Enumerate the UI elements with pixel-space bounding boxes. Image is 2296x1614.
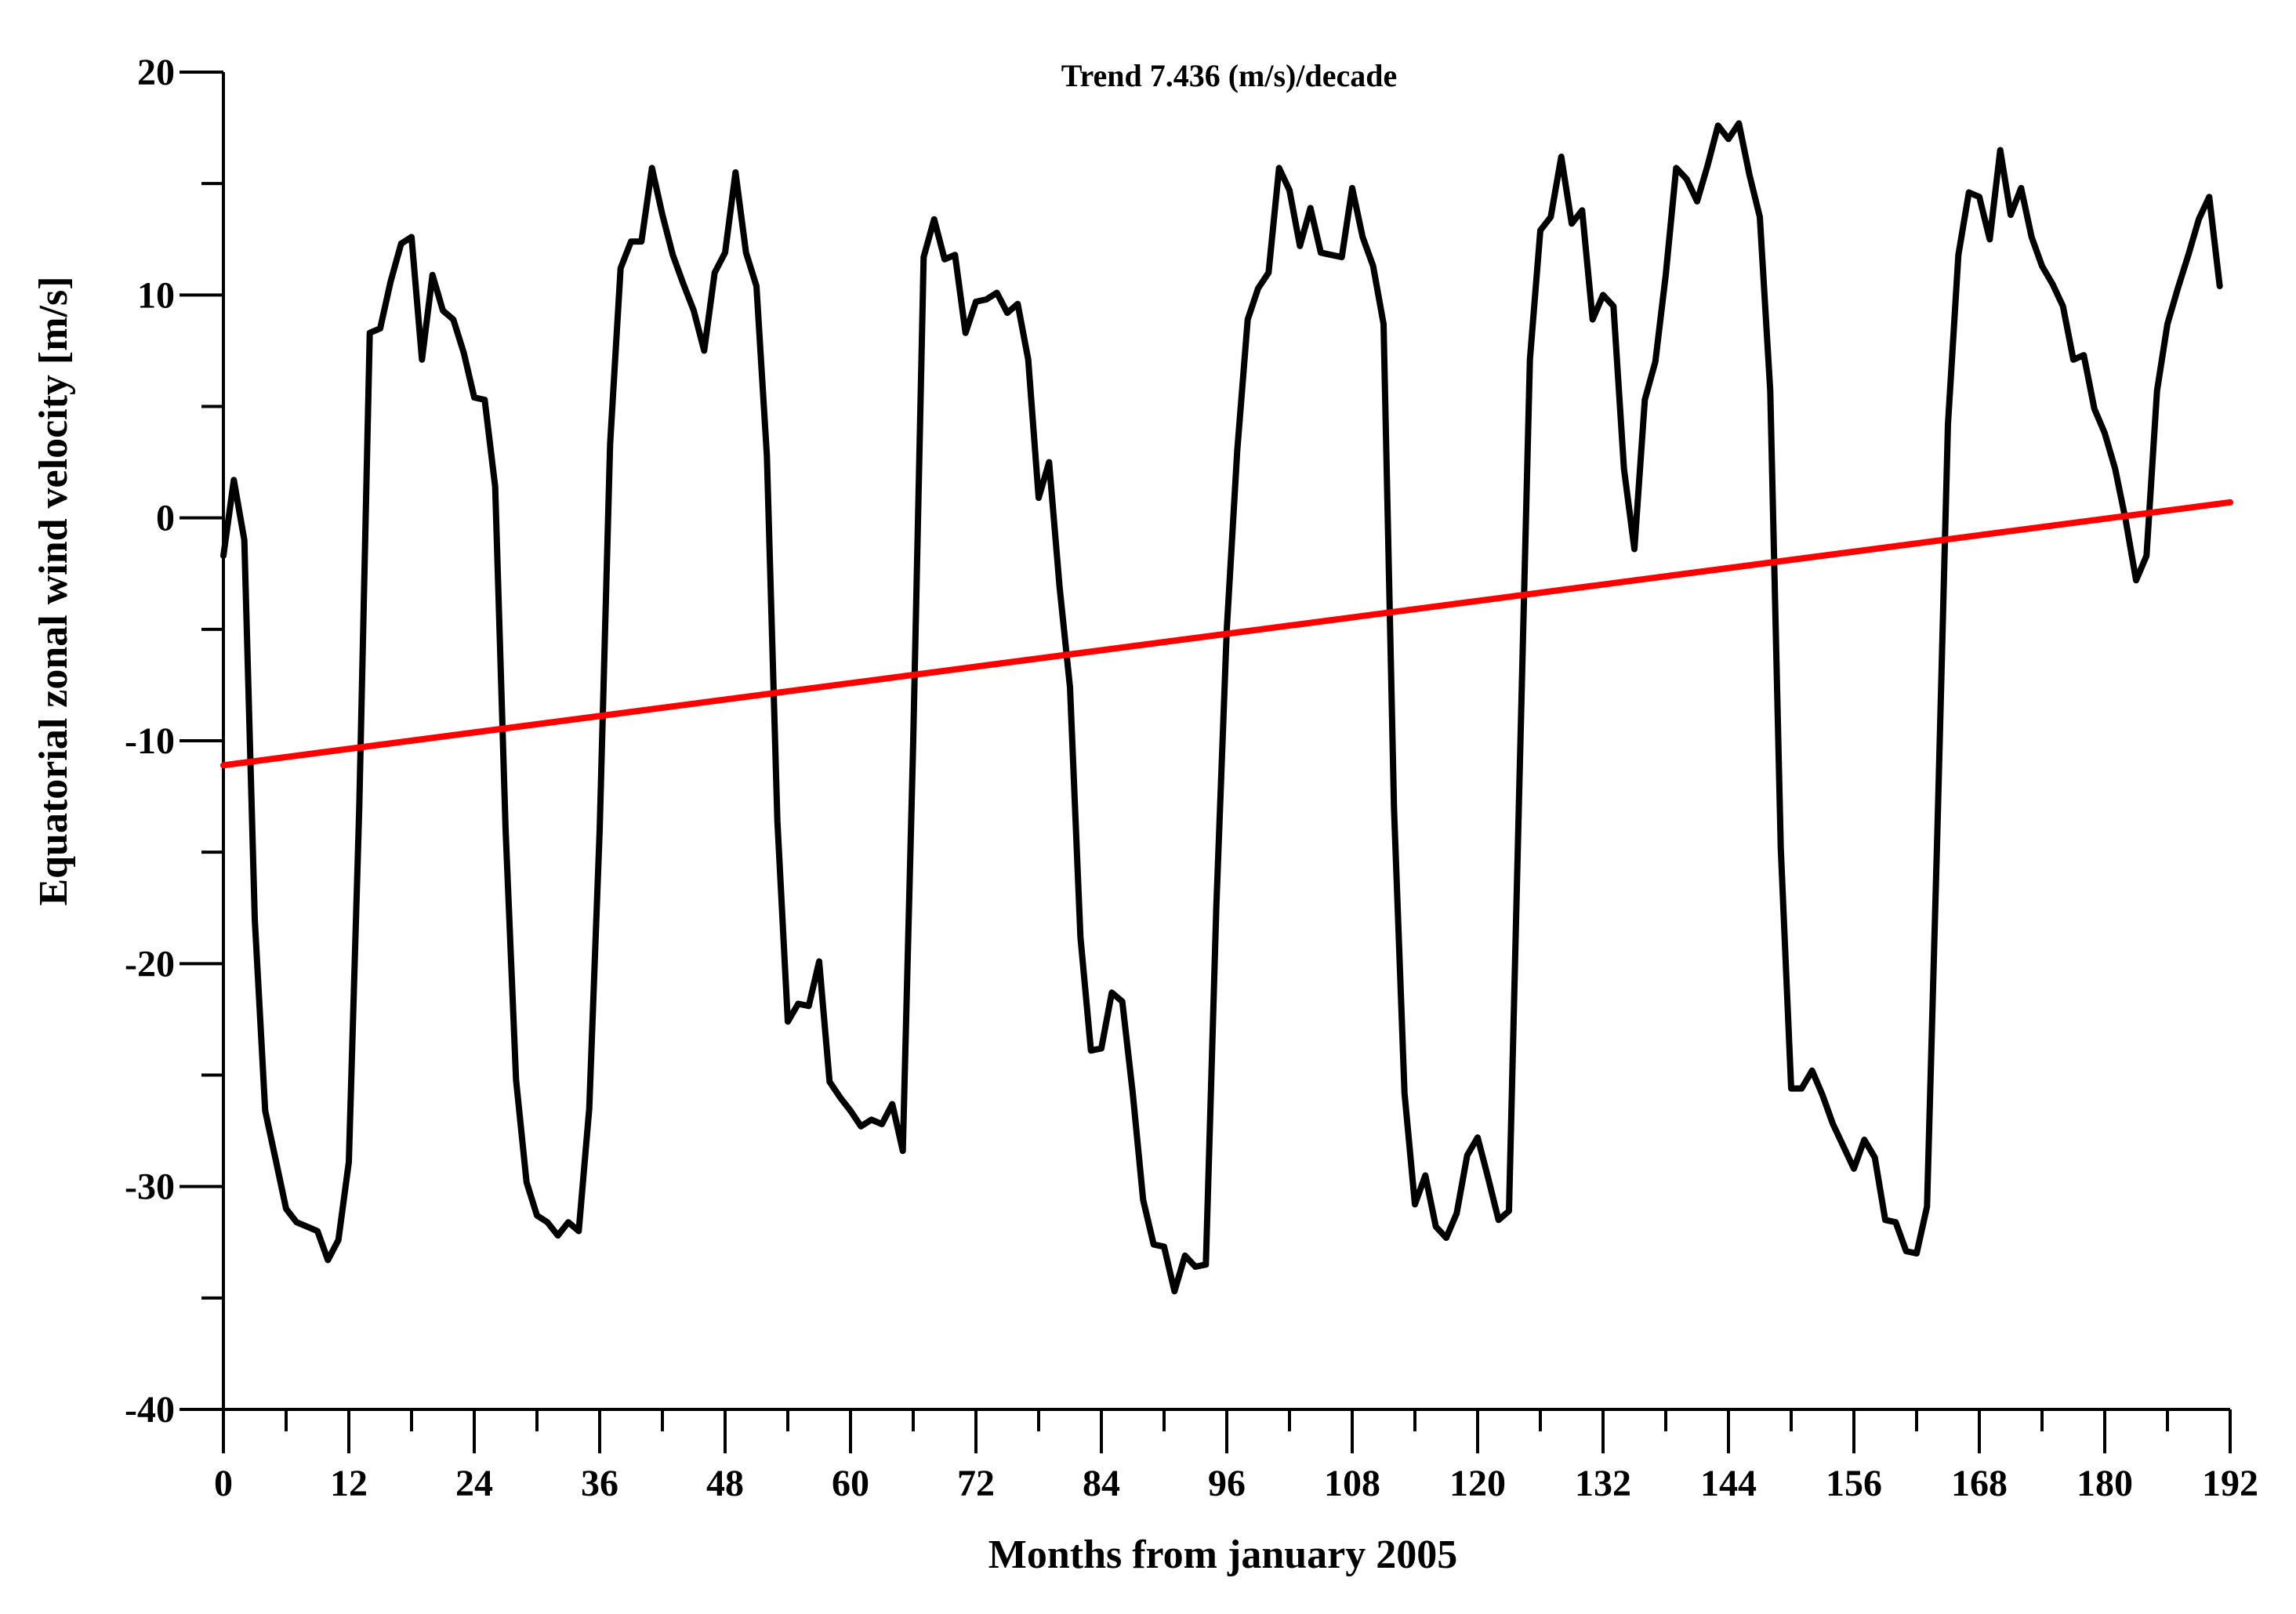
x-tick-label: 12 <box>330 1463 368 1504</box>
x-tick-label: 120 <box>1449 1463 1506 1504</box>
x-tick-label: 48 <box>706 1463 744 1504</box>
trend-annotation: Trend 7.436 (m/s)/decade <box>1061 58 1398 93</box>
x-tick-label: 192 <box>2202 1463 2258 1504</box>
y-tick-label: 20 <box>137 52 175 93</box>
x-tick-label: 144 <box>1700 1463 1757 1504</box>
x-tick-label: 60 <box>832 1463 869 1504</box>
y-tick-label: 0 <box>156 498 175 539</box>
x-tick-label: 132 <box>1575 1463 1631 1504</box>
x-tick-label: 72 <box>957 1463 995 1504</box>
y-tick-label: -20 <box>125 943 175 985</box>
x-tick-label: 156 <box>1826 1463 1882 1504</box>
x-tick-label: 84 <box>1083 1463 1120 1504</box>
series-line-trend <box>220 499 2233 769</box>
series-group <box>220 120 2233 1295</box>
y-tick-label: -40 <box>125 1389 175 1431</box>
x-tick-label: 108 <box>1324 1463 1380 1504</box>
x-axis: 0 12 24 36 48 60 72 84 96 108 120 132 144 156 168 180 19… <box>214 1408 2258 1504</box>
x-axis-title: Months from january 2005 <box>988 1532 1457 1577</box>
y-axis-title: Equatorial zonal wind velocity [m/s] <box>31 276 76 905</box>
x-tick-label: 168 <box>1951 1463 2008 1504</box>
y-tick-label: 10 <box>137 274 175 316</box>
x-tick-label: 96 <box>1208 1463 1246 1504</box>
series-line-wind-velocity <box>220 120 2223 1295</box>
x-tick-label: 180 <box>2077 1463 2133 1504</box>
x-tick-label: 24 <box>455 1463 493 1504</box>
x-tick-label: 0 <box>214 1463 233 1504</box>
y-axis: 20 10 0 -10 -20 -30 -40 <box>125 52 225 1431</box>
y-tick-label: -10 <box>125 720 175 762</box>
x-tick-label: 36 <box>581 1463 618 1504</box>
y-tick-label: -30 <box>125 1166 175 1208</box>
